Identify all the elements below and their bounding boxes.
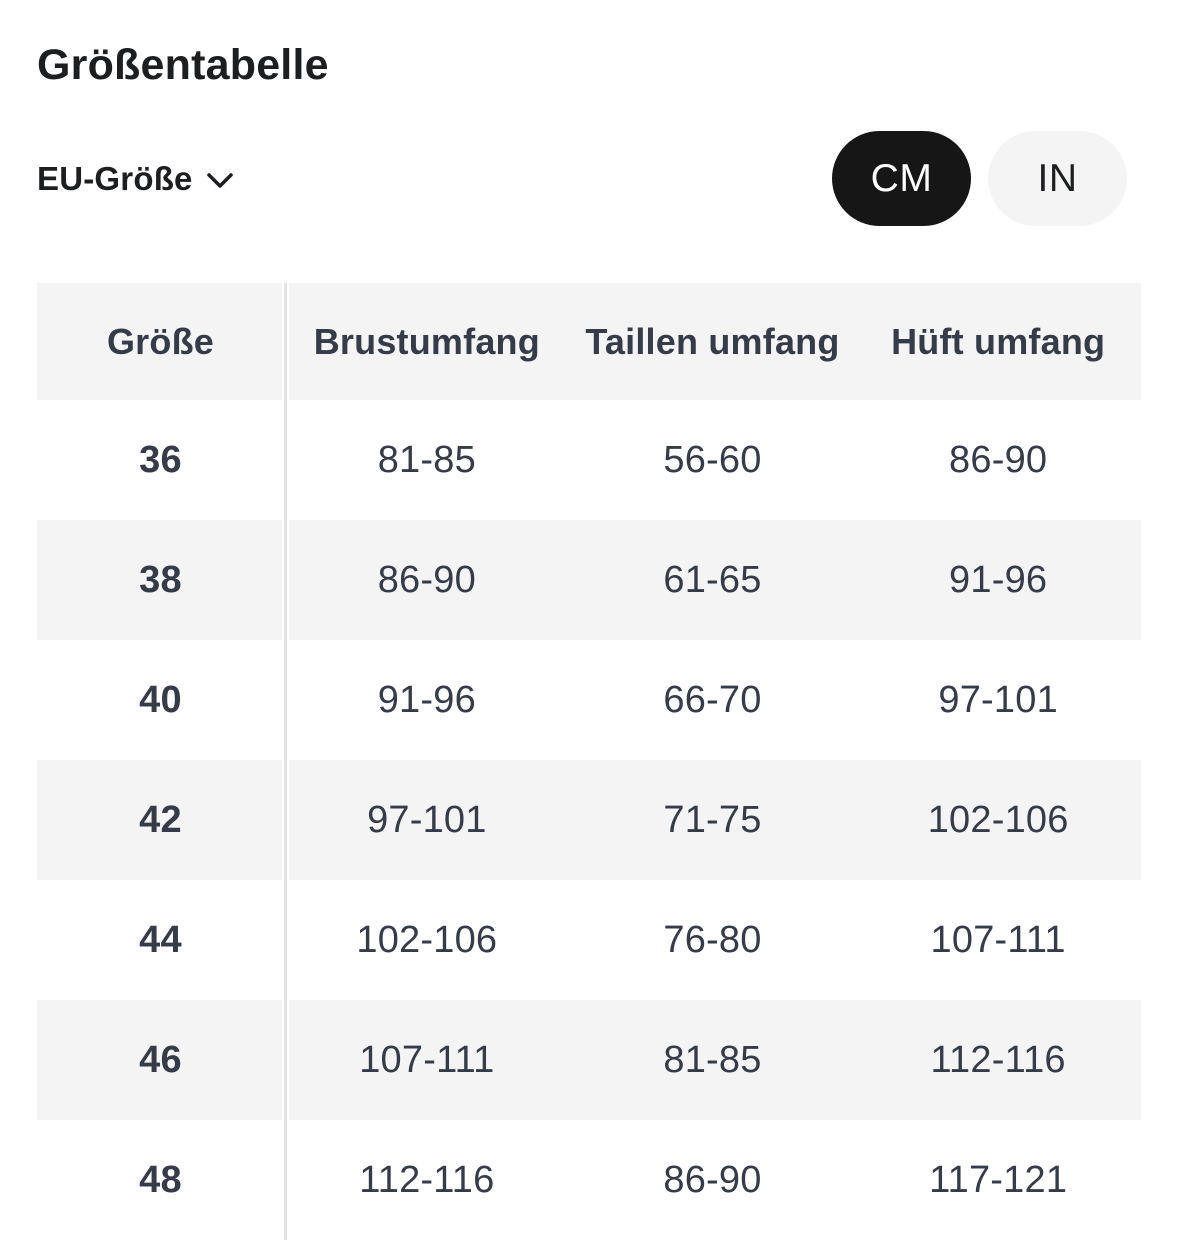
measurement-cell: 81-85 xyxy=(377,438,476,481)
measurement-cell: 102-106 xyxy=(356,918,498,961)
size-cell: 38 xyxy=(139,558,182,601)
measurement-cell: 61-65 xyxy=(663,558,762,601)
table-header-row: Größe Brustumfang Taillen umfang Hüft um… xyxy=(37,283,1141,400)
table-row: 40 91-96 66-70 97-101 xyxy=(37,640,1141,760)
measurement-cell: 71-75 xyxy=(663,798,762,841)
size-standard-label: EU-Größe xyxy=(37,159,193,197)
size-cell: 40 xyxy=(139,678,182,721)
measurement-cell: 86-90 xyxy=(377,558,476,601)
measurement-cell: 86-90 xyxy=(663,1158,762,1201)
table-body: 36 81-85 56-60 86-90 38 86-90 61-65 91-96 40 91-9… xyxy=(37,400,1141,1240)
size-cell: 44 xyxy=(139,918,182,961)
measurement-cell: 86-90 xyxy=(949,438,1048,481)
measurement-cell: 107-111 xyxy=(930,918,1066,961)
table-row: 46 107-111 81-85 112-116 xyxy=(37,1000,1141,1120)
measurement-cell: 112-116 xyxy=(359,1158,495,1201)
page-title: Größentabelle xyxy=(37,41,329,89)
measurement-cell: 117-121 xyxy=(929,1158,1068,1201)
chevron-down-icon xyxy=(206,172,233,188)
measurement-cell: 97-101 xyxy=(938,678,1058,721)
unit-cm-button[interactable]: CM xyxy=(832,131,971,226)
table-row: 38 86-90 61-65 91-96 xyxy=(37,520,1141,640)
size-cell: 46 xyxy=(139,1038,182,1081)
column-header-waist: Taillen umfang xyxy=(585,320,840,362)
column-header-size: Größe xyxy=(106,320,214,362)
size-cell: 42 xyxy=(139,798,182,841)
table-row: 48 112-116 86-90 117-121 xyxy=(37,1120,1141,1240)
table-row: 42 97-101 71-75 102-106 xyxy=(37,760,1141,880)
size-cell: 36 xyxy=(139,438,182,481)
measurement-cell: 91-96 xyxy=(949,558,1048,601)
measurement-cell: 81-85 xyxy=(663,1038,762,1081)
table-row: 44 102-106 76-80 107-111 xyxy=(37,880,1141,1000)
unit-in-button[interactable]: IN xyxy=(988,131,1127,226)
column-header-chest: Brustumfang xyxy=(313,320,540,362)
measurement-cell: 91-96 xyxy=(377,678,476,721)
measurement-cell: 66-70 xyxy=(663,678,762,721)
column-header-hip: Hüft umfang xyxy=(891,320,1106,362)
measurement-cell: 76-80 xyxy=(663,918,762,961)
measurement-cell: 112-116 xyxy=(930,1038,1066,1081)
measurement-cell: 56-60 xyxy=(663,438,762,481)
measurement-cell: 107-111 xyxy=(359,1038,495,1081)
table-row: 36 81-85 56-60 86-90 xyxy=(37,400,1141,520)
controls-row: EU-Größe CM IN xyxy=(37,131,1127,226)
measurement-cell: 97-101 xyxy=(367,798,487,841)
size-cell: 48 xyxy=(139,1158,182,1201)
unit-toggle: CM IN xyxy=(832,131,1127,226)
size-standard-dropdown[interactable]: EU-Größe xyxy=(37,160,233,198)
measurement-cell: 102-106 xyxy=(927,798,1069,841)
size-table: Größe Brustumfang Taillen umfang Hüft um… xyxy=(37,283,1141,1240)
